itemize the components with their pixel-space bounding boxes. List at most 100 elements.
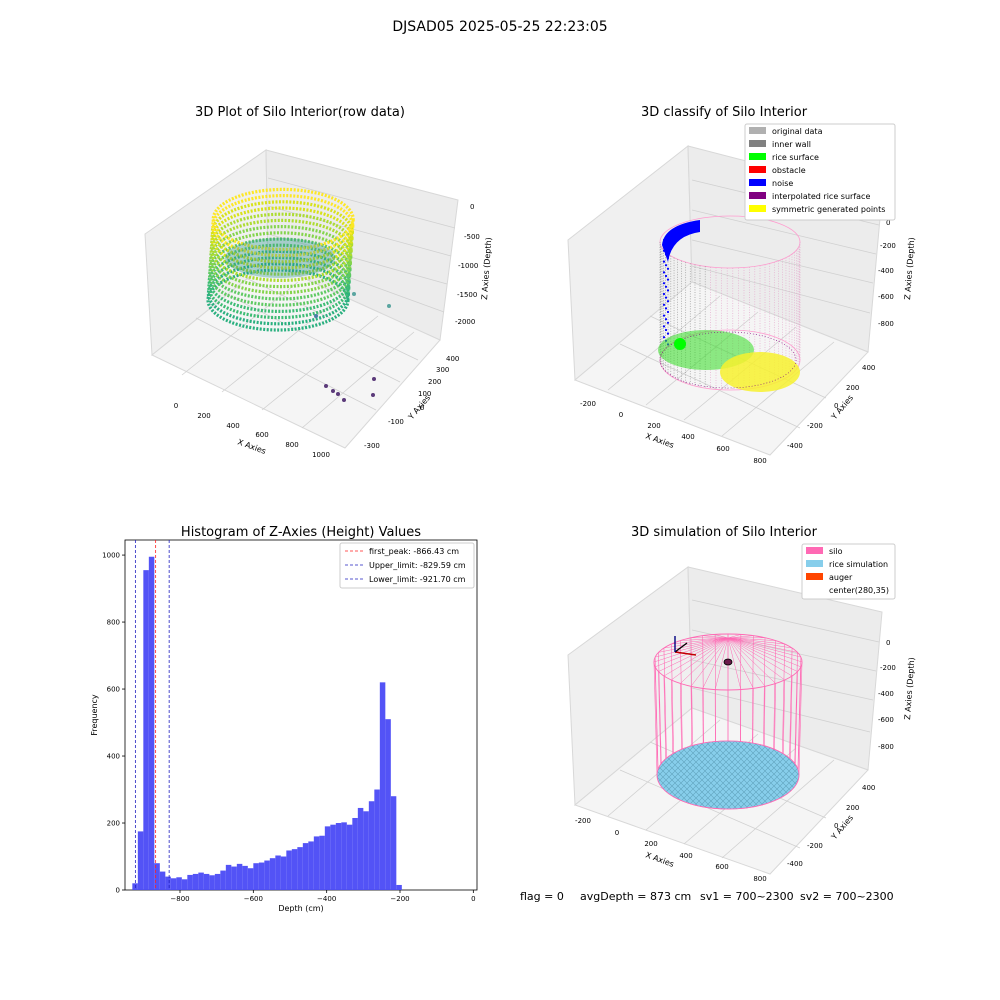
simulation-y-label: Y Axies	[829, 813, 855, 842]
histogram-bar	[308, 841, 314, 890]
classify-noise-point	[666, 246, 670, 249]
histogram-bar	[363, 811, 369, 890]
simulation-silo-roof-spoke	[727, 637, 785, 645]
histogram-bar	[291, 849, 298, 890]
histogram-bar	[302, 843, 309, 890]
histogram-x-tick-label: −800	[170, 895, 189, 903]
histogram-bar	[148, 556, 155, 890]
status-sv2: sv2 = 700~2300	[800, 890, 894, 903]
simulation-silo-roof-spoke	[727, 637, 776, 684]
classify-y-tick: 0	[834, 402, 838, 410]
histogram-bar	[396, 884, 402, 890]
classify-legend-swatch	[749, 192, 766, 199]
simulation-silo-roof-spoke	[727, 637, 801, 668]
histogram-bar	[269, 858, 276, 890]
triad-x-arrow	[674, 651, 697, 656]
simulation-silo-roof-spoke	[680, 637, 729, 684]
histogram-bar	[242, 865, 248, 890]
histogram-bar	[330, 824, 336, 890]
simulation-legend-entries: silo rice simulation auger center(280,35)	[806, 547, 889, 595]
classify-noise-point	[666, 310, 670, 314]
simulation-legend-label: center(280,35)	[829, 586, 889, 595]
raw-y-tick: -100	[388, 418, 404, 426]
raw-point-ring	[211, 187, 355, 251]
classify-x-tick: 800	[753, 457, 766, 465]
histogram-legend-entries: first_peak: -866.43 cm Upper_limit: -829.…	[345, 547, 466, 584]
simulation-x-tick: -200	[575, 817, 591, 825]
classify-noise-point	[666, 321, 670, 324]
simulation-silo-roof-spoke	[727, 637, 766, 687]
raw-y-tick: 200	[428, 378, 441, 386]
simulation-silo-vertical	[714, 634, 716, 742]
classify-y-tick: 200	[846, 384, 859, 392]
simulation-y-tick: 200	[846, 804, 859, 812]
raw-x-tick: 400	[226, 422, 239, 430]
classify-x-tick: -200	[580, 400, 596, 408]
classify-noise-point	[664, 274, 668, 278]
classify-noise-point	[662, 314, 666, 317]
classify-legend-label: obstacle	[772, 166, 806, 175]
raw-3d-z-ticks: 0 -500 -1000 -1500 -2000	[455, 203, 480, 326]
simulation-x-tick: 800	[753, 875, 766, 883]
raw-point-ring	[208, 231, 352, 295]
histogram-x-tick-label: −200	[390, 895, 409, 903]
classify-legend-label: original data	[772, 127, 823, 136]
raw-outlier-point	[314, 314, 318, 318]
simulation-silo-vertical	[671, 643, 674, 754]
simulation-silo-roof-spoke	[727, 637, 793, 649]
histogram-bar	[225, 864, 232, 890]
classify-legend-entries: original data inner wall rice surface obsta…	[749, 127, 885, 214]
simulation-silo-roof-spoke	[727, 637, 798, 653]
classify-3d-y-ticks: -400 -200 0 200 400	[787, 364, 875, 450]
classify-interpolated-surface	[659, 331, 797, 389]
simulation-silo-roof-spoke	[655, 637, 729, 668]
raw-point-ring	[210, 212, 354, 276]
histogram-bar	[203, 873, 210, 890]
classify-noise-point	[666, 278, 670, 281]
simulation-z-tick: 0	[886, 639, 890, 647]
panel-histogram: Histogram of Z-Axies (Height) Values −80…	[90, 525, 478, 913]
histogram-legend-label: Lower_limit: -921.70 cm	[369, 575, 466, 584]
simulation-silo-vertical	[654, 657, 659, 770]
classify-legend-label: symmetric generated points	[772, 205, 885, 214]
simulation-silo-roof-spoke	[727, 637, 776, 641]
histogram-y-tick-label: 400	[107, 753, 120, 761]
simulation-silo	[653, 633, 803, 810]
simulation-silo-vertical	[794, 652, 798, 764]
panel-classify-3d: 3D classify of Silo Interior -200 0 200	[567, 105, 916, 465]
simulation-silo-vertical	[690, 637, 693, 746]
simulation-y-tick: 400	[862, 784, 875, 792]
raw-z-tick: -1500	[457, 291, 477, 299]
raw-point-ring	[206, 268, 350, 332]
histogram-bar	[154, 863, 160, 890]
histogram-bar	[286, 850, 292, 890]
histogram-bar	[335, 823, 342, 890]
raw-outlier-point	[342, 398, 346, 402]
simulation-y-tick: -400	[787, 860, 803, 868]
histogram-y-tick-label: 0	[116, 887, 120, 895]
classify-noise-point	[662, 260, 666, 263]
histogram-bar	[341, 822, 347, 890]
histogram-x-tick-label: 0	[471, 895, 475, 903]
histogram-bar	[165, 876, 171, 890]
classify-noise-point	[662, 282, 666, 285]
raw-3d-point-cloud	[206, 187, 391, 402]
histogram-bar	[231, 866, 237, 890]
histogram-bar	[198, 872, 204, 890]
classify-noise-point	[666, 256, 670, 260]
histogram-y-tick-label: 600	[107, 686, 120, 694]
classify-noise-point	[664, 285, 668, 288]
classify-legend-swatch	[749, 166, 766, 173]
simulation-silo-roof-spoke	[727, 637, 742, 690]
histogram-x-tick-label: −600	[244, 895, 263, 903]
figure-suptitle: DJSAD05 2025-05-25 22:23:05	[392, 19, 607, 35]
simulation-3d-x-ticks: -200 0 200 400 600 800	[575, 817, 767, 883]
classify-noise-point	[666, 267, 670, 270]
histogram-plot: −800 −600 −400 −200 0 0 200 400 600 800 1000 Dept…	[90, 539, 478, 913]
histogram-bar	[209, 875, 215, 890]
simulation-center-marker	[723, 658, 733, 666]
histogram-bar	[253, 863, 259, 890]
simulation-silo-vertical	[740, 634, 742, 742]
raw-outlier-point	[371, 393, 375, 397]
histogram-bar	[170, 878, 177, 890]
